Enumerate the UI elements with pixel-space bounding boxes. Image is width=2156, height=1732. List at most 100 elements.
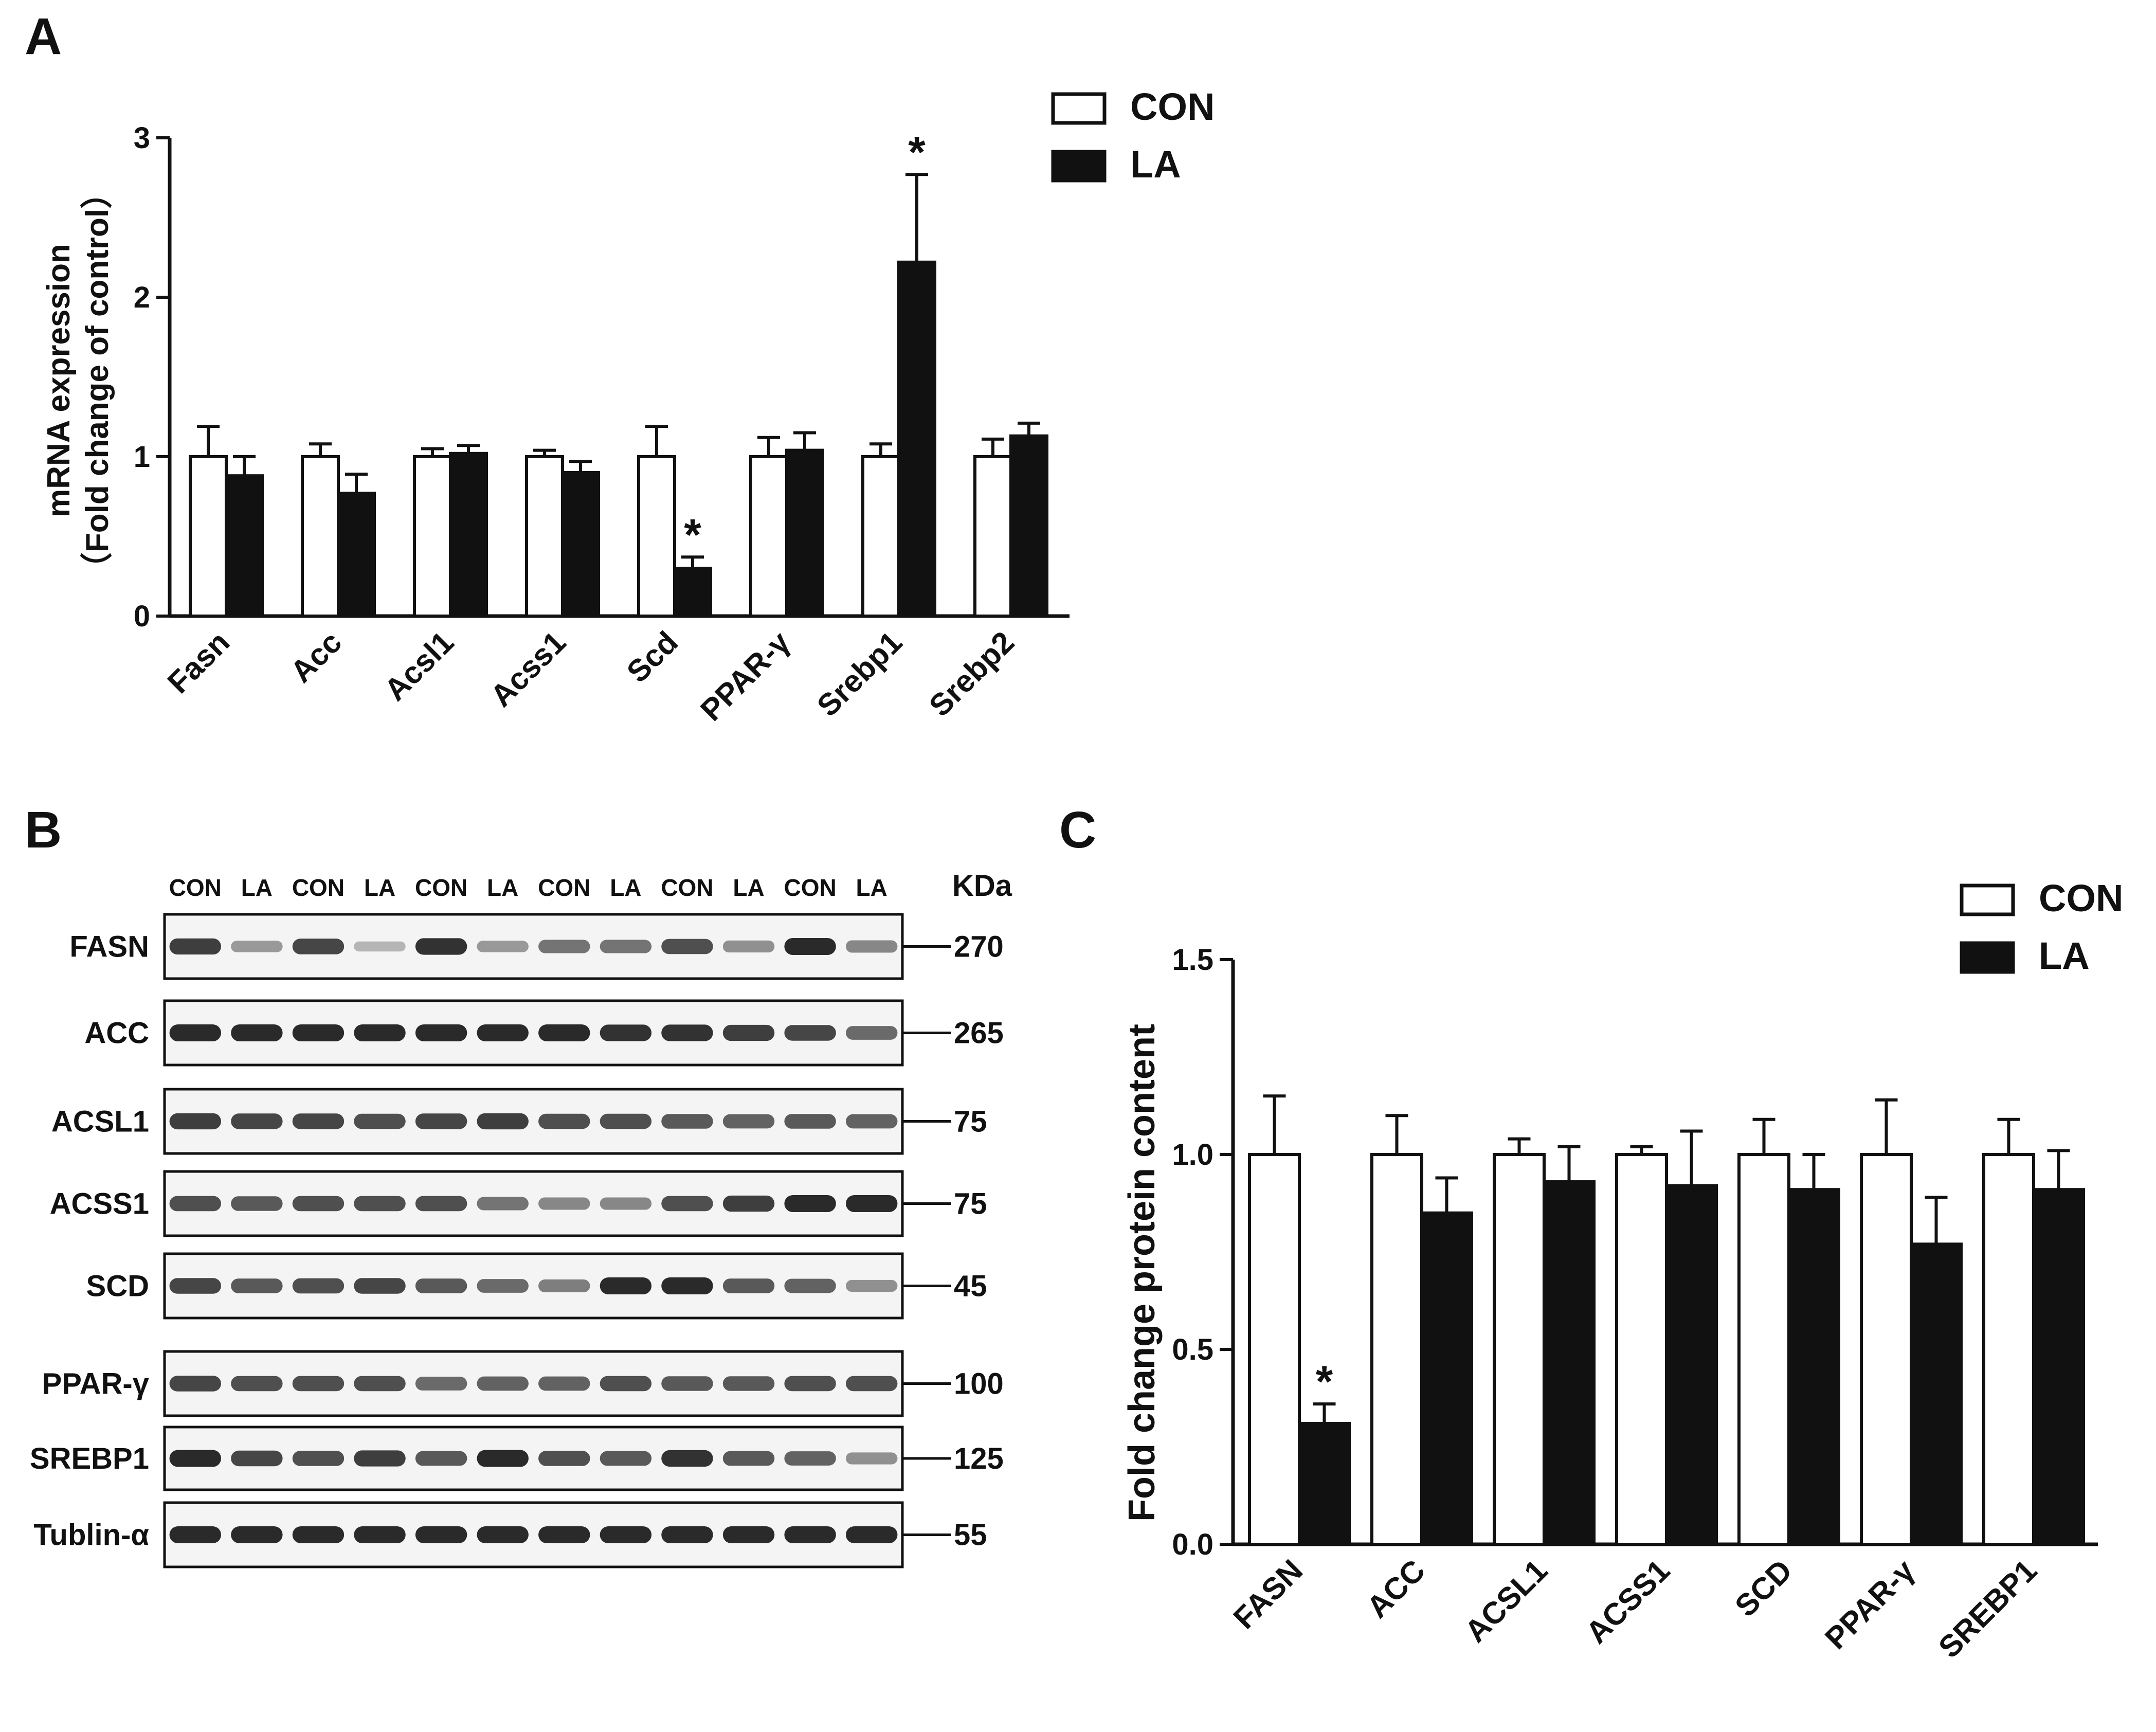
chart-a-legend-label-la: LA — [1130, 143, 1181, 186]
blot-band — [722, 940, 775, 953]
blot-band — [661, 1450, 713, 1467]
blot-band — [600, 1024, 652, 1041]
chart-a-bar-con — [973, 455, 1012, 618]
chart-c-category-label: ACC — [1360, 1553, 1432, 1625]
blot-protein-label: ACSL1 — [51, 1105, 149, 1139]
blot-band — [292, 1451, 345, 1466]
blot-band — [231, 1278, 283, 1293]
blot-band — [722, 1376, 775, 1391]
blot-band — [600, 1197, 652, 1210]
blot-band — [354, 1450, 406, 1467]
blot-band — [784, 1114, 836, 1129]
blot-band — [231, 1376, 283, 1392]
chart-a-ytick-label: 0 — [134, 600, 150, 633]
blot-band — [600, 1277, 652, 1295]
blot-strip — [163, 913, 904, 980]
blot-lane-label: LA — [241, 874, 273, 901]
blot-band — [354, 1024, 406, 1042]
blot-lane-label: LA — [364, 874, 395, 901]
blot-band — [477, 1024, 529, 1042]
blot-band — [415, 938, 467, 955]
blot-band — [661, 939, 713, 954]
chart-a-legend-swatch-la — [1051, 150, 1107, 183]
blot-band — [784, 1526, 836, 1544]
chart-c-ytick-label: 0.0 — [1172, 1528, 1213, 1561]
blot-band — [845, 1279, 898, 1292]
blot-band — [231, 1024, 283, 1042]
blot-band — [845, 940, 898, 953]
chart-a-bar-la — [337, 492, 376, 618]
chart-a-ytick-label: 1 — [134, 440, 150, 474]
blot-lane-label: LA — [487, 874, 518, 901]
blot-band — [415, 1024, 467, 1042]
blot-band — [538, 940, 590, 953]
chart-c-protein-content: Fold change protein content 0.0 0.5 1.0 1.5… — [1121, 877, 2123, 1665]
chart-c-legend-swatch-con — [1960, 883, 2015, 916]
blot-protein-label: ACC — [84, 1017, 149, 1050]
blot-band — [354, 941, 406, 952]
chart-a-category-label: Acc — [284, 625, 348, 689]
blot-band — [538, 1113, 590, 1129]
chart-c-ytick-label: 0.5 — [1172, 1333, 1213, 1366]
blot-band — [477, 1279, 529, 1293]
chart-a-category-label: Fasn — [161, 625, 236, 700]
blot-band — [415, 1278, 467, 1293]
chart-c-significance-star: * — [1316, 1357, 1333, 1406]
kda-header: KDa — [952, 869, 1012, 903]
panel-letter-b: B — [25, 801, 62, 859]
chart-a-category-label: Scd — [620, 625, 684, 689]
blot-protein-label: PPAR-γ — [42, 1367, 150, 1401]
chart-c-legend-label-con: CON — [2039, 877, 2123, 919]
blot-lane-label: CON — [415, 874, 467, 901]
chart-a-bar-con — [637, 455, 676, 618]
chart-c-bar-la — [1665, 1184, 1718, 1546]
chart-c-bar-la — [1298, 1422, 1351, 1546]
blot-strip — [163, 1501, 904, 1568]
blot-band — [661, 1526, 713, 1544]
blot-kda-label: 270 — [954, 930, 1004, 964]
blot-band — [292, 1113, 345, 1129]
blot-band — [784, 937, 836, 955]
chart-c-legend-swatch-la — [1960, 941, 2015, 974]
chart-a-bar-con — [749, 455, 788, 618]
blot-band — [845, 1195, 898, 1213]
chart-c-bar-con — [1737, 1153, 1790, 1546]
blot-band — [722, 1114, 775, 1129]
chart-a-mrna-expression: mRNA expression （Fold change of control）… — [41, 85, 1215, 728]
chart-c-legend-label-la: LA — [2039, 934, 2090, 977]
blot-protein-label: ACSS1 — [50, 1187, 149, 1221]
blot-band — [600, 1113, 652, 1129]
blot-band — [661, 1277, 713, 1295]
blot-lane-label: LA — [856, 874, 887, 901]
chart-a-ylabel-line2: （Fold change of control） — [79, 177, 115, 584]
blot-band — [538, 1024, 590, 1042]
chart-a-bar-con — [413, 455, 452, 618]
blot-band — [292, 1526, 345, 1544]
blot-band — [415, 1113, 467, 1129]
panel-letter-a: A — [25, 8, 62, 65]
blot-band — [231, 1526, 283, 1544]
chart-a-bar-la — [1009, 434, 1048, 618]
chart-a-legend-label-con: CON — [1130, 85, 1215, 128]
blot-kda-label: 100 — [954, 1367, 1004, 1401]
chart-a-significance-star: * — [684, 510, 701, 560]
blot-band — [415, 1196, 467, 1212]
chart-a-category-label: Acsl1 — [378, 625, 461, 708]
chart-a-bar-la — [561, 471, 600, 618]
blot-band — [784, 1195, 836, 1213]
blot-band — [661, 1376, 713, 1391]
blot-band — [169, 1024, 222, 1042]
blot-band — [784, 1376, 836, 1392]
blot-strip — [163, 1426, 904, 1491]
blot-protein-label: SCD — [86, 1270, 149, 1303]
blot-band — [292, 1278, 345, 1294]
blot-band — [722, 1451, 775, 1466]
chart-a-legend-swatch-con — [1051, 92, 1107, 125]
chart-c-bar-con — [1615, 1153, 1668, 1546]
chart-a-bar-la — [673, 567, 712, 618]
blot-band — [538, 1376, 590, 1391]
chart-c-bar-con — [1248, 1153, 1301, 1546]
chart-c-ylabel: Fold change protein content — [1121, 1024, 1163, 1522]
blot-lane-label: CON — [661, 874, 713, 901]
